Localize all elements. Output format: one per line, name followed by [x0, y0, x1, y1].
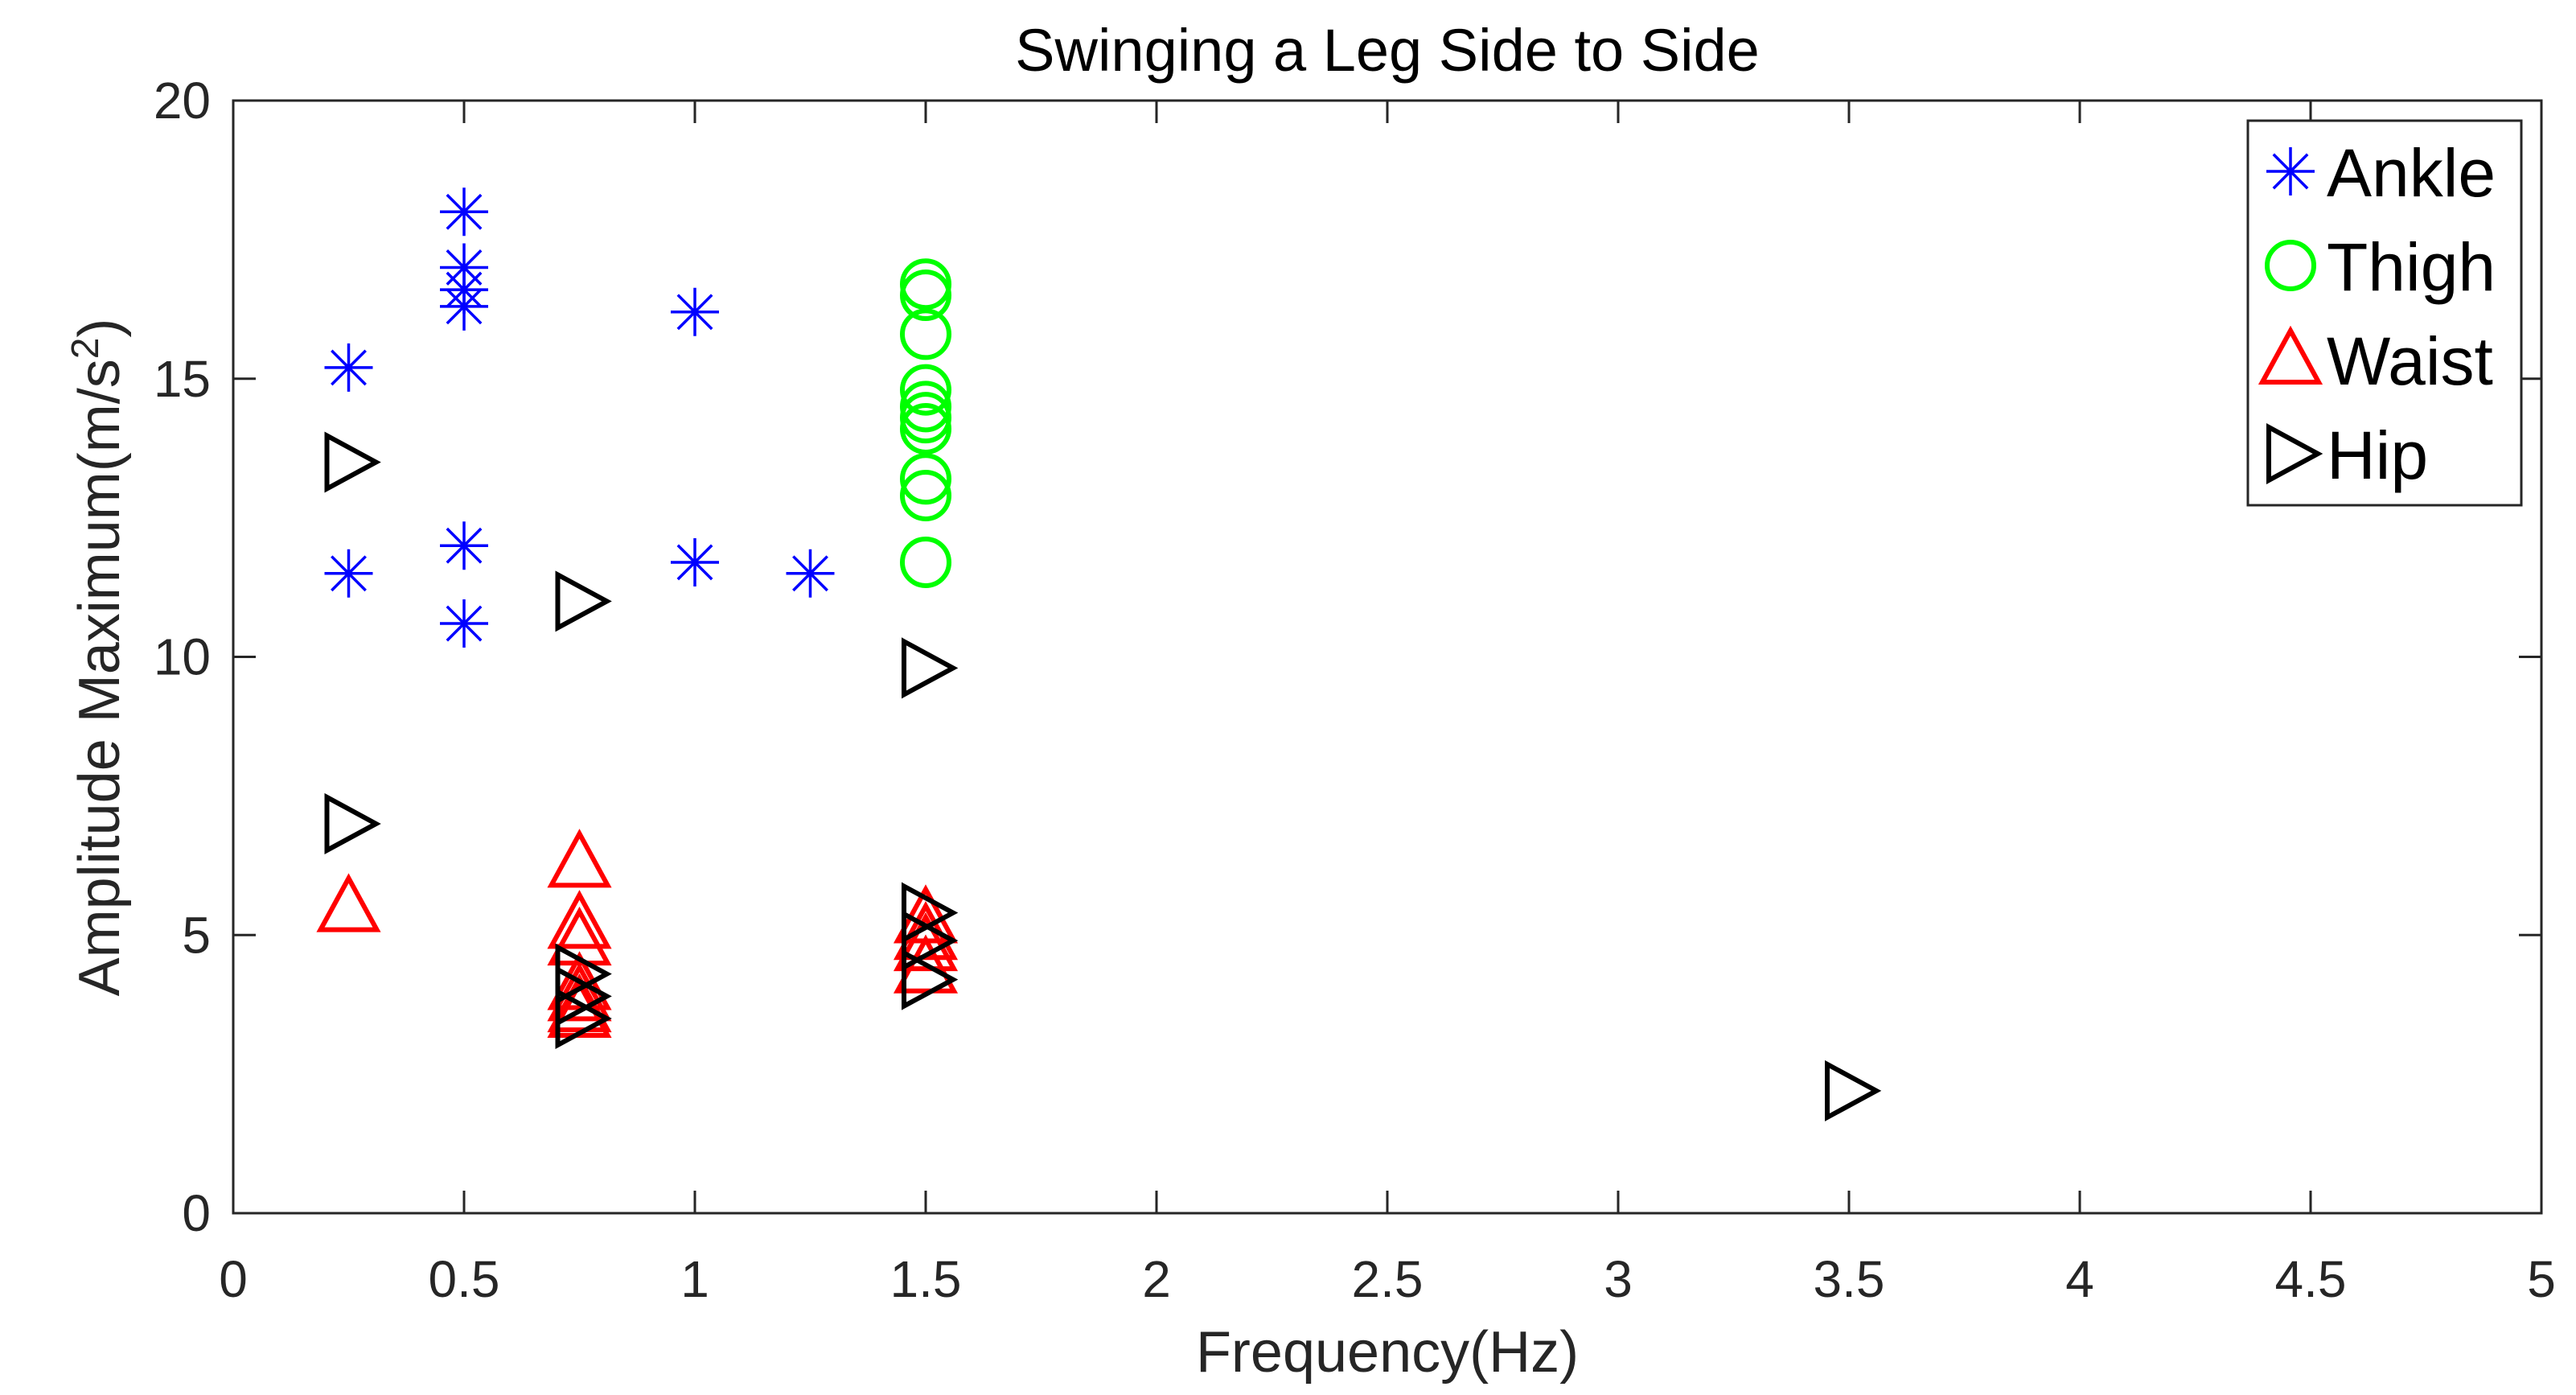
y-axis-label: Amplitude Maximum(m/s2) — [64, 319, 133, 997]
waist-point — [547, 962, 612, 1022]
legend-marker-ankle — [2266, 147, 2315, 195]
ankle-point — [324, 343, 373, 392]
chart-title: Swinging a Leg Side to Side — [1015, 17, 1760, 84]
thigh-point — [900, 258, 951, 311]
x-tick-label: 3.5 — [1814, 1250, 1885, 1308]
hip-point — [902, 910, 959, 972]
ankle-point — [671, 287, 719, 336]
legend-item-waist: Waist — [2258, 323, 2493, 399]
legend-item-hip: Hip — [2266, 418, 2428, 493]
x-tick-label: 2.5 — [1352, 1250, 1424, 1308]
thigh-point — [900, 469, 951, 521]
hip-point — [324, 431, 381, 493]
legend-label: Hip — [2327, 418, 2428, 493]
legend-label: Waist — [2327, 323, 2493, 399]
x-tick-label: 2 — [1142, 1250, 1171, 1308]
waist-point — [547, 890, 612, 949]
waist-point — [893, 911, 959, 972]
series-ankle — [324, 187, 835, 648]
x-axis-label: Frequency(Hz) — [1196, 1320, 1579, 1385]
legend-label: Thigh — [2327, 229, 2496, 305]
y-tick-label: 0 — [182, 1184, 211, 1242]
ankle-point — [671, 537, 719, 586]
thigh-point — [900, 453, 951, 505]
thigh-point — [900, 381, 951, 433]
y-tick-label: 15 — [154, 350, 211, 408]
ankle-point — [440, 187, 488, 237]
data-markers — [316, 187, 1882, 1121]
legend-item-thigh: Thigh — [2265, 229, 2496, 305]
ankle-point — [324, 549, 373, 598]
thigh-point — [900, 402, 951, 455]
axis-ticks — [232, 99, 2543, 1215]
ankle-point — [440, 599, 488, 648]
legend-marker-hip — [2266, 422, 2323, 485]
x-tick-label: 1 — [680, 1250, 709, 1308]
waist-point — [316, 873, 381, 932]
y-tick-label: 5 — [182, 906, 211, 964]
ankle-point — [440, 282, 488, 331]
legend: Ankle Thigh Waist Hip — [2246, 119, 2523, 507]
thigh-point — [900, 270, 951, 322]
legend-label: Ankle — [2327, 135, 2496, 211]
waist-point — [547, 829, 612, 888]
y-axis-label-close: ) — [68, 319, 132, 338]
x-tick-label: 3 — [1604, 1250, 1633, 1308]
hip-point — [555, 987, 612, 1050]
ankle-point — [786, 549, 835, 598]
thigh-point — [900, 364, 951, 416]
y-axis-label-main: Amplitude Maximum(m/s — [68, 359, 132, 996]
y-axis-label-superscript: 2 — [64, 338, 107, 360]
legend-item-ankle: Ankle — [2266, 135, 2496, 211]
legend-marker-thigh — [2265, 240, 2316, 291]
legend-marker-waist — [2258, 325, 2323, 385]
hip-point — [1825, 1060, 1882, 1121]
hip-point — [555, 570, 612, 632]
series-thigh — [900, 258, 951, 588]
series-hip — [324, 431, 1882, 1121]
y-tick-labels: 0 5 10 15 20 — [154, 72, 211, 1242]
x-tick-label: 4 — [2065, 1250, 2094, 1308]
x-tick-label: 4.5 — [2275, 1250, 2347, 1308]
hip-point — [324, 792, 381, 854]
thigh-point — [900, 308, 951, 360]
thigh-point — [900, 536, 951, 588]
x-tick-labels: 0 0.5 1 1.5 2 2.5 3 3.5 4 4.5 5 — [219, 1250, 2556, 1308]
x-tick-label: 5 — [2527, 1250, 2556, 1308]
x-tick-label: 0 — [219, 1250, 248, 1308]
hip-point — [902, 637, 959, 699]
y-tick-label: 20 — [154, 72, 211, 130]
plot-area — [232, 99, 2543, 1215]
x-tick-label: 0.5 — [429, 1250, 500, 1308]
x-tick-label: 1.5 — [890, 1250, 962, 1308]
ankle-point — [440, 521, 488, 570]
thigh-point — [900, 392, 951, 444]
y-tick-label: 10 — [154, 628, 211, 686]
hip-point — [902, 949, 959, 1010]
